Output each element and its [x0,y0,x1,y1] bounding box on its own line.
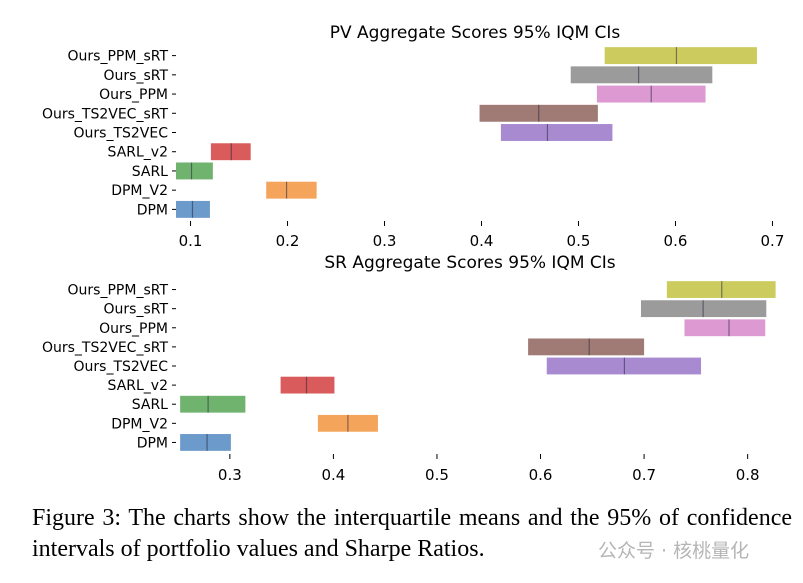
pv-bar-sarl [176,162,213,180]
sr-ytick-label: Ours_sRT [104,302,169,318]
sr-bar-ours-ts2vec-srt [528,338,645,356]
pv-ytick-labels: Ours_PPM_sRT Ours_sRT Ours_PPM Ours_TS2VEC_… [42,49,176,218]
sr-xtick-label: 0.4 [321,466,345,484]
sr-ytick-label: Ours_TS2VEC_sRT [42,340,168,356]
pv-bar-ours-ppm-srt [604,47,757,65]
watermark: 公众号 · 核桃量化 [598,540,750,562]
pv-xtick-label: 0.4 [470,232,494,250]
sr-bar-dpm [180,434,231,451]
sr-ytick-label: SARL_v2 [108,378,168,394]
sr-xtick-label: 0.6 [529,466,553,484]
pv-chart: PV Aggregate Scores 95% IQM CIs Ours_PPM… [42,23,784,250]
pv-xtick-label: 0.7 [761,232,785,250]
pv-ytick-label: Ours_PPM [99,87,168,103]
pv-ytick-label: Ours_sRT [104,68,169,84]
sr-ytick-label: SARL [132,397,168,413]
sr-ytick-label: DPM_V2 [111,416,168,432]
pv-xtick-label: 0.6 [664,232,688,250]
pv-ytick-label: Ours_TS2VEC_sRT [42,106,168,122]
sr-bar-ours-ppm [684,319,766,337]
sr-chart: SR Aggregate Scores 95% IQM CIs Ours_PPM… [42,253,776,484]
sr-ytick-label: Ours_PPM_sRT [68,283,169,299]
sr-ytick-label: DPM [137,435,168,451]
sr-xtick-labels: 0.3 0.4 0.5 0.6 0.7 0.8 [218,454,760,484]
sr-bar-sarl [180,395,246,413]
sr-xtick-label: 0.3 [218,466,242,484]
sr-xtick-label: 0.7 [632,466,656,484]
pv-bar-dpm-v2 [266,181,317,199]
figure-caption: Figure 3: The charts show the interquart… [32,505,792,562]
pv-ytick-label: SARL [132,164,168,180]
sr-xtick-label: 0.8 [736,466,760,484]
pv-chart-title: PV Aggregate Scores 95% IQM CIs [330,23,621,43]
sr-bar-sarl-v2 [280,376,335,394]
pv-xtick-labels: 0.1 0.2 0.3 0.4 0.5 0.6 0.7 [179,221,785,250]
sr-bars [180,281,776,451]
pv-bars [176,47,757,218]
pv-xtick-label: 0.5 [567,232,591,250]
sr-ytick-labels: Ours_PPM_sRT Ours_sRT Ours_PPM Ours_TS2VEC_… [42,283,176,451]
pv-ytick-label: SARL_v2 [108,145,168,161]
pv-ytick-label: DPM_V2 [111,183,168,199]
pv-xtick-label: 0.1 [179,232,203,250]
figure: PV Aggregate Scores 95% IQM CIs Ours_PPM… [41,23,785,484]
sr-xtick-label: 0.5 [425,466,449,484]
pv-ytick-label: Ours_PPM_sRT [68,49,169,65]
sr-chart-title: SR Aggregate Scores 95% IQM CIs [324,253,615,273]
pv-ytick-label: Ours_TS2VEC [74,126,169,142]
pv-bar-ours-srt [570,66,713,84]
sr-ytick-label: Ours_PPM [99,321,168,337]
sr-ytick-label: Ours_TS2VEC [74,359,169,375]
pv-ytick-label: DPM [137,202,168,218]
pv-xtick-label: 0.2 [276,232,300,250]
pv-bar-ours-ts2vec [500,124,613,141]
pv-xtick-label: 0.3 [373,232,397,250]
